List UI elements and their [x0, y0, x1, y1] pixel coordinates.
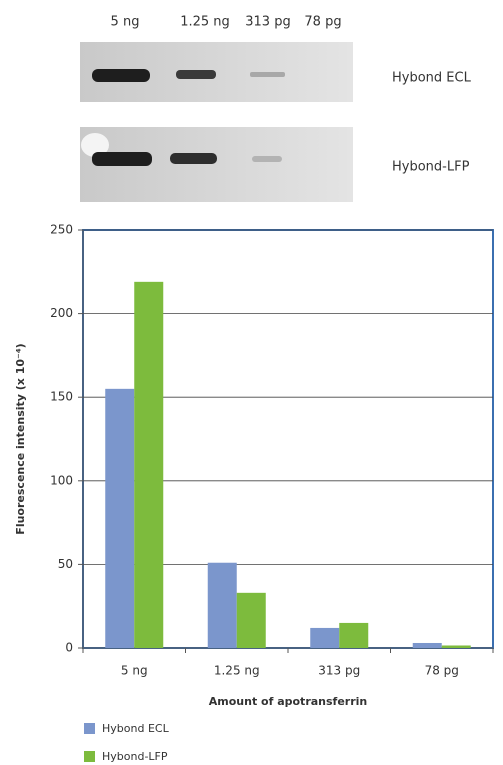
legend-swatch — [84, 723, 95, 734]
band — [92, 69, 150, 82]
band — [92, 152, 152, 166]
lane-label: 1.25 ng — [180, 15, 230, 30]
bar — [105, 389, 134, 648]
bar — [442, 645, 471, 648]
lane-label: 78 pg — [304, 15, 341, 30]
lane-label: 313 pg — [245, 15, 290, 30]
y-tick-label: 0 — [65, 641, 73, 655]
band — [176, 70, 216, 79]
y-tick-label: 50 — [58, 557, 73, 571]
band — [170, 153, 217, 164]
legend-swatch — [84, 751, 95, 762]
y-axis-title: Fluorescence intensity (x 10⁻⁴) — [14, 343, 27, 534]
x-tick-label: 1.25 ng — [214, 664, 260, 678]
page: Amount of apotransferrin Fluorescence in… — [0, 0, 503, 765]
x-axis-title: Amount of apotransferrin — [209, 695, 368, 708]
x-tick-label: 313 pg — [318, 664, 360, 678]
bar — [237, 593, 266, 648]
bar — [134, 282, 163, 648]
row-label: Hybond-LFP — [392, 160, 470, 175]
bar — [339, 623, 368, 648]
bar — [310, 628, 339, 648]
lane-label: 5 ng — [111, 15, 140, 30]
band — [252, 156, 282, 162]
y-tick-label: 100 — [50, 473, 73, 487]
legend-label: Hybond-LFP — [102, 750, 168, 763]
x-tick-label: 78 pg — [425, 664, 459, 678]
blot-images — [80, 42, 353, 202]
y-tick-label: 150 — [50, 390, 73, 404]
band — [250, 72, 285, 77]
bar — [413, 643, 442, 648]
x-tick-label: 5 ng — [121, 664, 148, 678]
bar — [208, 563, 237, 648]
row-label: Hybond ECL — [392, 71, 472, 86]
legend-label: Hybond ECL — [102, 722, 170, 735]
y-tick-label: 200 — [50, 306, 73, 320]
y-tick-label: 250 — [50, 223, 73, 237]
